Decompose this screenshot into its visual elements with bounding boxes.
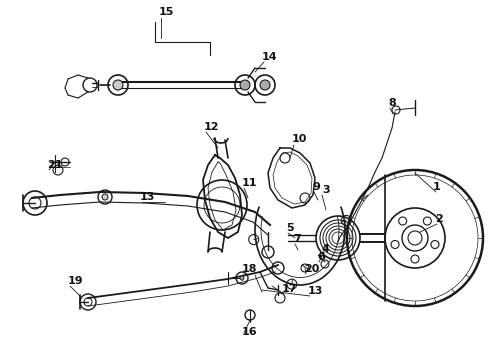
Text: 9: 9 — [312, 182, 320, 192]
Text: 4: 4 — [322, 244, 330, 254]
Text: 11: 11 — [242, 178, 258, 188]
Text: 21: 21 — [47, 160, 63, 170]
Text: 16: 16 — [242, 327, 258, 337]
Text: 3: 3 — [322, 185, 330, 195]
Text: 15: 15 — [159, 7, 174, 17]
Text: 7: 7 — [293, 234, 301, 244]
Text: 10: 10 — [292, 134, 307, 144]
Text: 13: 13 — [140, 192, 155, 202]
Text: 1: 1 — [433, 182, 441, 192]
Text: 5: 5 — [286, 223, 294, 233]
Text: 13: 13 — [308, 286, 323, 296]
Circle shape — [240, 80, 250, 90]
Text: 6: 6 — [317, 252, 325, 262]
Text: 8: 8 — [388, 98, 396, 108]
Circle shape — [240, 276, 244, 280]
Text: 2: 2 — [435, 214, 443, 224]
Text: 14: 14 — [262, 52, 278, 62]
Text: 19: 19 — [68, 276, 84, 286]
Text: 20: 20 — [304, 264, 319, 274]
Circle shape — [260, 80, 270, 90]
Text: 12: 12 — [204, 122, 220, 132]
Text: 17: 17 — [282, 284, 297, 294]
Circle shape — [102, 194, 108, 200]
Circle shape — [113, 80, 123, 90]
Text: 18: 18 — [242, 264, 258, 274]
